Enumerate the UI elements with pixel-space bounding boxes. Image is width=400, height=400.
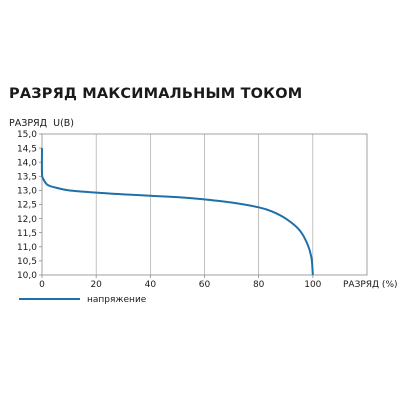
x-tick-label: 60 bbox=[199, 280, 211, 290]
y-tick-label: 10,5 bbox=[17, 257, 37, 267]
chart-title: РАЗРЯД МАКСИМАЛЬНЫМ ТОКОМ bbox=[9, 86, 303, 102]
series-line-voltage bbox=[40, 148, 314, 276]
x-tick-label: 0 bbox=[39, 280, 45, 290]
y-tick-label: 10,0 bbox=[17, 271, 37, 281]
y-tick-label: 14,0 bbox=[17, 158, 37, 168]
y-tick-label: 12,5 bbox=[17, 201, 37, 211]
x-axis-label: РАЗРЯД (%) bbox=[343, 280, 398, 290]
axes bbox=[39, 133, 368, 278]
y-tick-label: 14,5 bbox=[17, 144, 37, 154]
x-tick-label: 40 bbox=[145, 280, 157, 290]
y-tick-label: 11,5 bbox=[17, 229, 37, 239]
y-tick-label: 11,0 bbox=[17, 243, 37, 253]
series-layer bbox=[40, 148, 314, 276]
x-tick-label: 20 bbox=[90, 280, 102, 290]
legend-label: напряжение bbox=[87, 295, 147, 305]
x-tick-label: 80 bbox=[253, 280, 265, 290]
grid bbox=[95, 134, 314, 275]
tick-labels: 0 20 40 60 80 100 10,0 10,5 11,0 11,5 12,0 12,5 13,0… bbox=[17, 130, 322, 290]
y-tick-label: 13,0 bbox=[17, 187, 37, 197]
y-axis-label: РАЗРЯД U(В) bbox=[9, 118, 74, 129]
x-tick-label: 100 bbox=[304, 280, 321, 290]
y-tick-label: 15,0 bbox=[17, 130, 37, 140]
y-tick-label: 13,5 bbox=[17, 173, 37, 183]
y-tick-label: 12,0 bbox=[17, 215, 37, 225]
